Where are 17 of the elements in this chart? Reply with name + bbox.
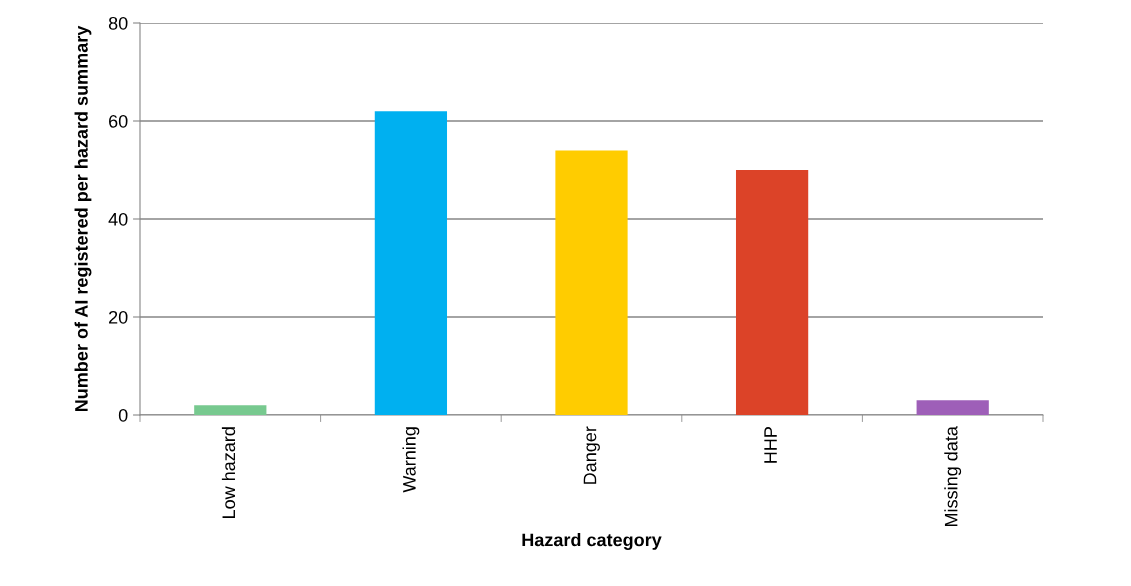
x-tick-label: Danger [583,426,600,484]
x-axis-title: Hazard category [522,533,662,550]
x-tick-label: Warning [402,427,420,493]
bar [735,170,809,415]
x-tick-label: Missing data [944,426,962,526]
y-axis-title: Number of AI registered per hazard summary [74,25,92,412]
bar [555,150,628,415]
x-tick-label: HHP [764,427,777,463]
y-tick-label: 80 [108,16,128,30]
x-tick-label: Low hazard [221,427,236,518]
bar [194,405,267,415]
y-tick-label: 20 [109,310,128,324]
bar [374,111,448,415]
y-tick-label: 60 [109,114,128,128]
y-tick-label: 0 [118,408,128,422]
y-tick-label: 40 [108,212,128,226]
bar [916,400,989,415]
